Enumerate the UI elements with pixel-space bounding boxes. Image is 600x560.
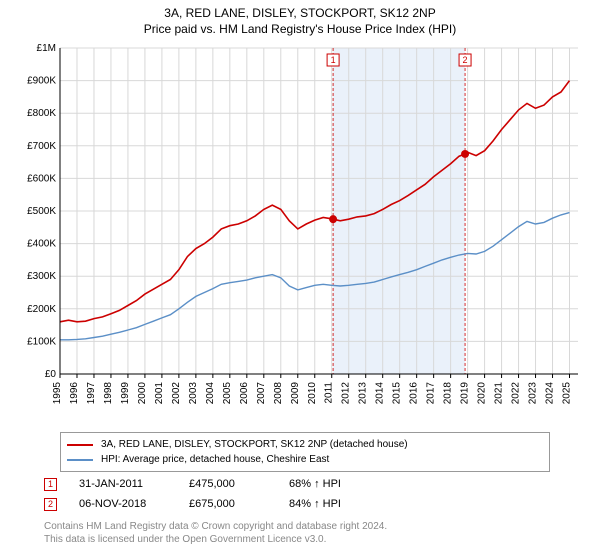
svg-text:£0: £0	[45, 369, 57, 380]
svg-text:2021: 2021	[494, 382, 505, 405]
svg-text:1998: 1998	[103, 382, 114, 405]
sale-price-2: £675,000	[189, 498, 289, 510]
svg-text:2017: 2017	[426, 382, 437, 405]
svg-text:2025: 2025	[562, 382, 573, 405]
sale-marker-1-num: 1	[48, 479, 53, 489]
svg-text:2: 2	[463, 55, 468, 65]
legend-item-hpi: HPI: Average price, detached house, Ches…	[67, 452, 543, 467]
sale-row-2: 2 06-NOV-2018 £675,000 84% ↑ HPI	[44, 494, 399, 514]
sale-marker-1: 1	[44, 478, 57, 491]
svg-text:2020: 2020	[477, 382, 488, 405]
svg-text:£300K: £300K	[27, 271, 56, 282]
chart-area: £0 £100K £200K £300K £400K £500K £600K £700K £80…	[18, 44, 582, 424]
svg-text:2008: 2008	[273, 382, 284, 405]
svg-text:£200K: £200K	[27, 304, 56, 315]
legend-swatch-hpi	[67, 459, 93, 461]
chart-svg: £0 £100K £200K £300K £400K £500K £600K £700K £80…	[18, 44, 582, 424]
chart-subtitle: Price paid vs. HM Land Registry's House …	[0, 22, 600, 36]
sales-table: 1 31-JAN-2011 £475,000 68% ↑ HPI 2 06-NO…	[44, 474, 399, 514]
sale-date-1: 31-JAN-2011	[79, 478, 189, 490]
svg-text:2009: 2009	[290, 382, 301, 405]
sale-hpi-2: 84% ↑ HPI	[289, 498, 399, 510]
svg-text:£500K: £500K	[27, 206, 56, 217]
attribution-line2: This data is licensed under the Open Gov…	[44, 533, 387, 546]
sale-row-1: 1 31-JAN-2011 £475,000 68% ↑ HPI	[44, 474, 399, 494]
svg-text:1999: 1999	[120, 382, 131, 405]
legend-label-property: 3A, RED LANE, DISLEY, STOCKPORT, SK12 2N…	[101, 439, 408, 450]
svg-text:2007: 2007	[256, 382, 267, 405]
svg-text:2001: 2001	[154, 382, 165, 405]
svg-text:£800K: £800K	[27, 108, 56, 119]
svg-text:1996: 1996	[69, 382, 80, 405]
svg-text:2024: 2024	[545, 382, 556, 405]
svg-text:2013: 2013	[358, 382, 369, 405]
sale-date-2: 06-NOV-2018	[79, 498, 189, 510]
svg-text:£400K: £400K	[27, 239, 56, 250]
svg-text:2003: 2003	[188, 382, 199, 405]
chart-title: 3A, RED LANE, DISLEY, STOCKPORT, SK12 2N…	[0, 6, 600, 20]
sale-marker-2: 2	[44, 498, 57, 511]
svg-text:1995: 1995	[52, 382, 63, 405]
svg-text:£1M: £1M	[37, 44, 56, 54]
legend-swatch-property	[67, 444, 93, 446]
legend-label-hpi: HPI: Average price, detached house, Ches…	[101, 454, 329, 465]
svg-text:£600K: £600K	[27, 173, 56, 184]
svg-text:2014: 2014	[375, 382, 386, 405]
svg-text:1997: 1997	[86, 382, 97, 405]
attribution: Contains HM Land Registry data © Crown c…	[44, 520, 387, 546]
svg-text:£700K: £700K	[27, 141, 56, 152]
attribution-line1: Contains HM Land Registry data © Crown c…	[44, 520, 387, 533]
svg-text:2022: 2022	[511, 382, 522, 405]
svg-text:£900K: £900K	[27, 76, 56, 87]
sale-price-1: £475,000	[189, 478, 289, 490]
chart-container: 3A, RED LANE, DISLEY, STOCKPORT, SK12 2N…	[0, 0, 600, 560]
svg-text:2005: 2005	[222, 382, 233, 405]
svg-text:2023: 2023	[528, 382, 539, 405]
svg-text:2011: 2011	[324, 382, 335, 404]
svg-text:2002: 2002	[171, 382, 182, 405]
svg-text:1: 1	[331, 55, 336, 65]
svg-text:2018: 2018	[443, 382, 454, 405]
sale-hpi-1: 68% ↑ HPI	[289, 478, 399, 490]
svg-text:2012: 2012	[341, 382, 352, 405]
svg-text:2006: 2006	[239, 382, 250, 405]
legend: 3A, RED LANE, DISLEY, STOCKPORT, SK12 2N…	[60, 432, 550, 472]
svg-text:2000: 2000	[137, 382, 148, 405]
sale-marker-2-num: 2	[48, 499, 53, 509]
title-area: 3A, RED LANE, DISLEY, STOCKPORT, SK12 2N…	[0, 0, 600, 36]
svg-text:£100K: £100K	[27, 336, 56, 347]
svg-text:2010: 2010	[307, 382, 318, 405]
svg-text:2004: 2004	[205, 382, 216, 405]
svg-text:2019: 2019	[460, 382, 471, 405]
legend-item-property: 3A, RED LANE, DISLEY, STOCKPORT, SK12 2N…	[67, 437, 543, 452]
svg-text:2015: 2015	[392, 382, 403, 405]
svg-text:2016: 2016	[409, 382, 420, 405]
